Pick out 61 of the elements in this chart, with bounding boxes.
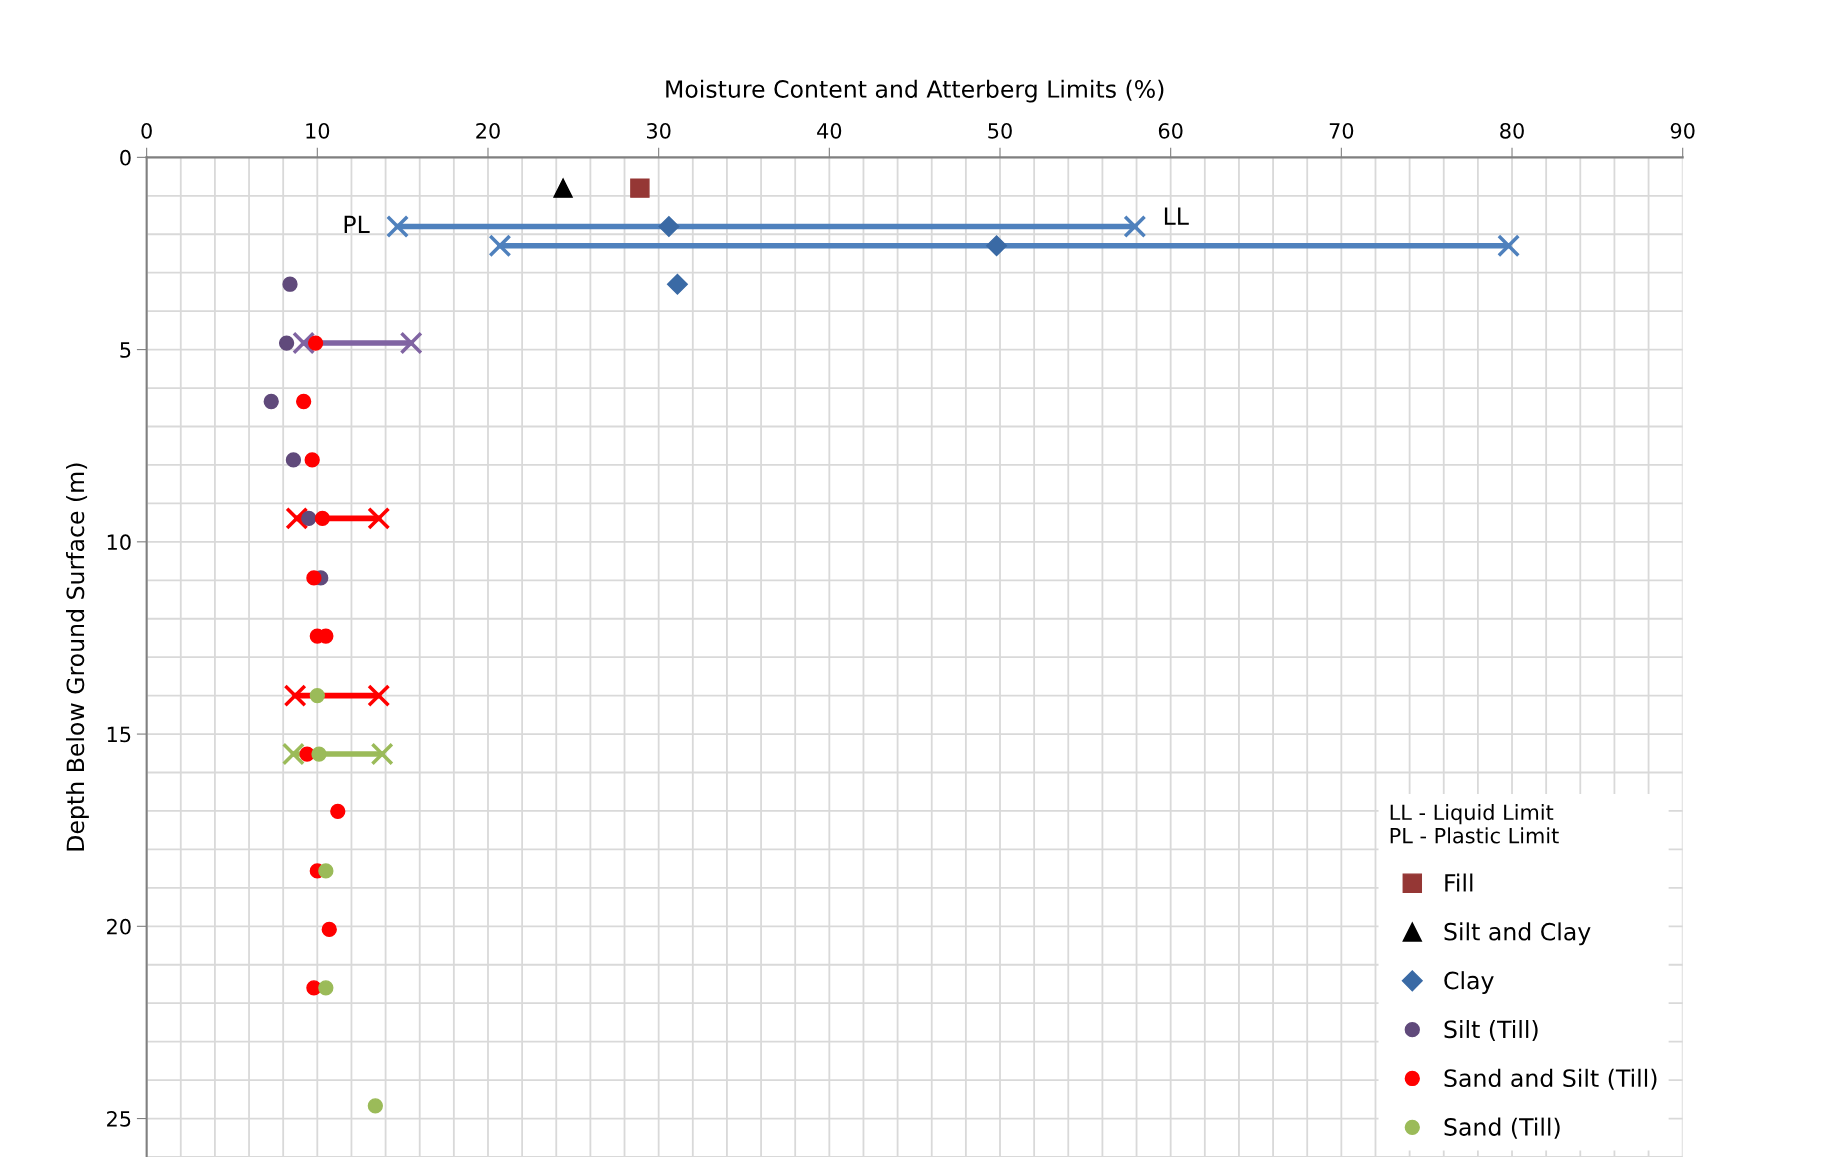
point (314, 510, 331, 527)
point (553, 178, 573, 198)
y-tick-label: 25 (107, 1111, 131, 1127)
x-axis-title: Moisture Content and Atterberg Limits (%) (666, 79, 1164, 103)
x-tick-label: 20 (476, 122, 500, 139)
x-tick-label: 40 (817, 122, 842, 139)
point (263, 393, 279, 410)
point (301, 510, 317, 527)
point (367, 684, 391, 708)
point (282, 276, 298, 292)
legend-label: Clay (1444, 971, 1494, 994)
legend-label: Sand (Till) (1444, 1117, 1560, 1139)
point (309, 687, 325, 704)
point (370, 742, 394, 766)
legend-label: Fill (1445, 873, 1473, 892)
point (278, 335, 295, 351)
point (285, 452, 302, 468)
point (986, 235, 1008, 257)
point (666, 273, 688, 295)
legend-title: LL - Liquid Limit PL - Plastic Limit (1390, 804, 1559, 844)
annotation: LL (1164, 207, 1189, 225)
point (318, 980, 334, 996)
point (296, 393, 312, 410)
point (281, 742, 305, 766)
point (304, 452, 320, 468)
legend-label: Sand and Silt (Till) (1444, 1068, 1657, 1090)
x-tick-label: 0 (141, 122, 152, 139)
x-tick-label: 30 (646, 122, 671, 139)
point (658, 216, 680, 238)
annotation: PL (344, 215, 370, 234)
point (321, 921, 337, 938)
y-tick-label: 0 (120, 149, 131, 166)
point (330, 803, 346, 819)
legend-label: Silt and Clay (1444, 922, 1591, 946)
point (488, 234, 512, 258)
point (292, 331, 316, 355)
point (630, 178, 650, 198)
y-tick-label: 20 (107, 918, 131, 935)
x-tick-label: 70 (1329, 122, 1354, 139)
point (306, 570, 322, 586)
point (318, 863, 334, 879)
point (367, 506, 391, 530)
y-tick-label: 15 (107, 726, 131, 743)
point (367, 1098, 383, 1114)
point (1497, 234, 1521, 258)
x-tick-label: 60 (1158, 122, 1183, 139)
y-axis-title: Depth Below Ground Surface (m) (66, 463, 89, 851)
point (311, 746, 327, 762)
y-tick-label: 10 (107, 534, 131, 551)
y-tick-label: 5 (120, 342, 131, 358)
x-tick-label: 10 (306, 122, 330, 139)
point (386, 215, 409, 239)
point (399, 331, 423, 355)
point (283, 684, 307, 708)
x-tick-label: 80 (1500, 122, 1524, 139)
point (285, 506, 309, 530)
legend-label: Silt (Till) (1444, 1019, 1538, 1042)
point (1123, 215, 1147, 239)
x-tick-label: 50 (988, 122, 1012, 139)
point (307, 335, 324, 351)
x-tick-label: 90 (1670, 122, 1695, 139)
